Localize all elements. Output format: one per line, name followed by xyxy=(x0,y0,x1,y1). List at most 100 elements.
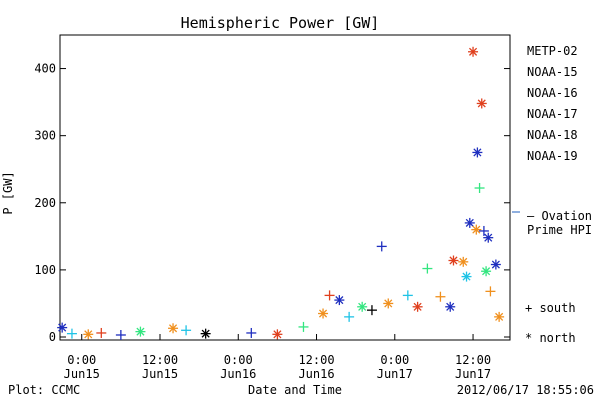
y-tick-label: 300 xyxy=(34,129,56,143)
data-point-north xyxy=(494,311,505,322)
legend-item: NOAA-17 xyxy=(527,107,578,121)
data-point-north xyxy=(481,266,492,277)
footer-center: Date and Time xyxy=(248,383,342,397)
data-points xyxy=(57,46,505,340)
data-point-stroke xyxy=(462,272,471,281)
footer-left: Plot: CCMC xyxy=(8,383,80,397)
data-point-stroke xyxy=(335,296,344,305)
data-point-stroke xyxy=(473,148,482,157)
data-point-south xyxy=(298,321,309,332)
footer-right: 2012/06/17 18:55:06 xyxy=(457,383,594,397)
legend-item: NOAA-16 xyxy=(527,86,578,100)
data-point-north xyxy=(458,256,469,267)
data-point-stroke xyxy=(472,225,481,234)
data-point-stroke xyxy=(136,327,145,336)
data-point-north xyxy=(483,232,494,243)
data-point-south xyxy=(474,183,485,194)
data-point-south xyxy=(435,291,446,302)
data-point-north xyxy=(461,271,472,282)
data-point-stroke xyxy=(318,309,328,318)
data-point-stroke xyxy=(168,324,178,333)
data-point-south xyxy=(324,290,335,301)
data-point-north xyxy=(472,147,483,158)
data-point-north xyxy=(272,329,283,340)
x-tick-label-time: 12:00 xyxy=(298,353,334,367)
ovation-label-line2: Prime HPI xyxy=(527,223,592,237)
data-point-stroke xyxy=(477,99,486,108)
data-point-north xyxy=(468,46,479,57)
data-point-south xyxy=(344,311,355,322)
data-point-south xyxy=(376,241,387,252)
x-axis: 0:00Jun1512:00Jun150:00Jun1612:00Jun160:… xyxy=(64,334,491,381)
x-tick-label-date: Jun17 xyxy=(455,367,491,381)
data-point-north xyxy=(200,328,211,339)
y-tick-label: 200 xyxy=(34,196,56,210)
chart-title: Hemispheric Power [GW] xyxy=(181,14,380,32)
data-point-north xyxy=(135,326,146,337)
y-tick-label: 400 xyxy=(34,62,56,76)
y-tick-label: 0 xyxy=(49,330,56,344)
x-tick-label-time: 0:00 xyxy=(380,353,409,367)
legend-item: NOAA-15 xyxy=(527,65,578,79)
data-point-stroke xyxy=(449,256,458,265)
x-tick-label-date: Jun16 xyxy=(298,367,334,381)
data-point-stroke xyxy=(84,330,93,339)
y-tick-label: 100 xyxy=(34,263,56,277)
data-point-south xyxy=(96,327,107,338)
x-tick-label-date: Jun15 xyxy=(64,367,100,381)
data-point-south xyxy=(181,325,192,336)
data-point-stroke xyxy=(413,302,422,311)
data-point-south xyxy=(366,305,377,316)
data-point-south xyxy=(115,329,126,340)
x-tick-label-date: Jun16 xyxy=(220,367,256,381)
data-point-north xyxy=(83,329,94,340)
data-point-north xyxy=(490,259,501,270)
x-tick-label-time: 0:00 xyxy=(224,353,253,367)
data-point-stroke xyxy=(491,260,500,269)
data-point-stroke xyxy=(459,257,468,266)
data-point-stroke xyxy=(201,329,210,338)
data-point-stroke xyxy=(58,323,67,332)
data-point-south xyxy=(478,225,489,236)
data-point-north xyxy=(168,323,179,334)
data-point-south xyxy=(66,328,77,339)
legend: METP-02 NOAA-15 NOAA-16 NOAA-17 NOAA-18 NOAA-… xyxy=(527,44,578,163)
data-point-north xyxy=(412,301,423,312)
x-tick-label-date: Jun17 xyxy=(377,367,413,381)
data-point-north xyxy=(318,308,329,319)
data-point-stroke xyxy=(484,233,493,242)
data-point-north xyxy=(357,301,368,312)
data-point-stroke xyxy=(465,218,474,227)
x-tick-label-time: 12:00 xyxy=(455,353,491,367)
data-point-stroke xyxy=(358,302,367,311)
data-point-stroke xyxy=(482,267,491,276)
data-point-south xyxy=(485,286,496,297)
legend-item: NOAA-18 xyxy=(527,128,578,142)
data-point-stroke xyxy=(446,302,455,311)
legend-item: METP-02 xyxy=(527,44,578,58)
data-point-north xyxy=(448,255,459,266)
data-point-stroke xyxy=(273,330,282,339)
y-axis-label: P [GW] xyxy=(1,171,15,214)
ovation-label-line1: — Ovation xyxy=(527,209,592,223)
data-point-south xyxy=(422,263,433,274)
data-point-north xyxy=(476,98,487,109)
plot-frame xyxy=(59,34,511,341)
data-point-stroke xyxy=(384,299,393,308)
data-point-north xyxy=(445,301,456,312)
x-tick-label-time: 0:00 xyxy=(67,353,96,367)
legend-item: NOAA-19 xyxy=(527,149,578,163)
data-point-stroke xyxy=(495,312,504,321)
data-point-stroke xyxy=(468,47,478,56)
x-tick-label-time: 12:00 xyxy=(142,353,178,367)
marker-legend-north: * north xyxy=(525,331,576,345)
marker-legend-south: + south xyxy=(525,301,576,315)
y-axis: 0 100 200 300 400 xyxy=(34,62,510,344)
data-point-north xyxy=(334,295,345,306)
data-point-north xyxy=(383,298,394,309)
data-point-north xyxy=(464,217,475,228)
data-point-north xyxy=(471,224,482,235)
data-point-south xyxy=(246,327,257,338)
x-tick-label-date: Jun15 xyxy=(142,367,178,381)
